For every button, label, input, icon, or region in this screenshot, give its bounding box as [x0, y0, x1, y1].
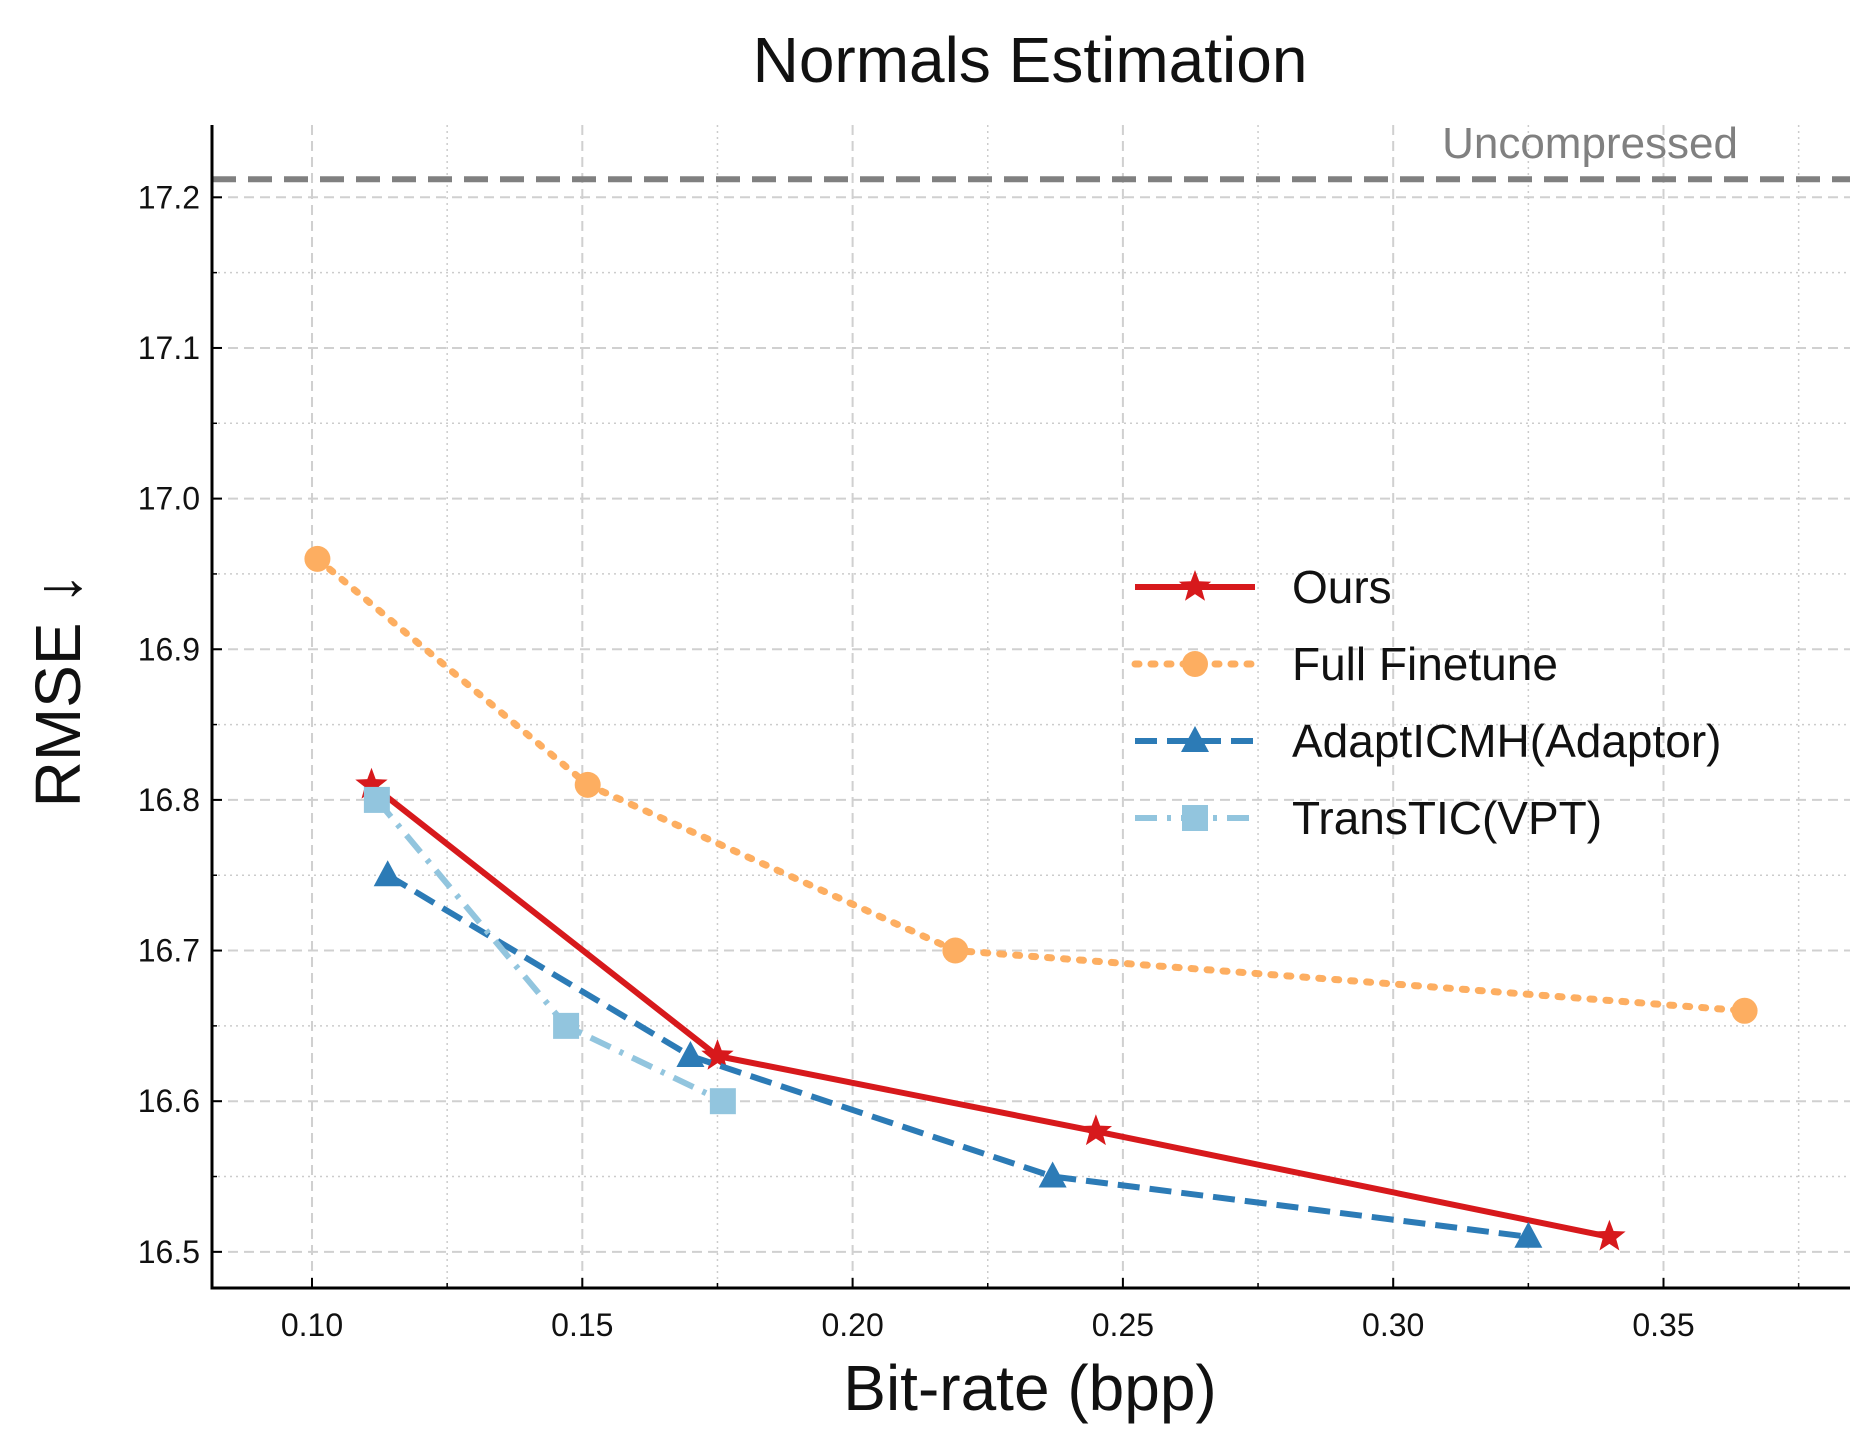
- legend-label: Ours: [1292, 561, 1392, 613]
- legend: Ours Full Finetune AdaptICMH(Adaptor) Trans…: [1131, 561, 1722, 844]
- y-tick-label: 16.5: [138, 1234, 200, 1270]
- x-axis-label: Bit-rate (bpp): [843, 1352, 1216, 1424]
- legend-label: Full Finetune: [1292, 638, 1558, 690]
- data-point: [1593, 1219, 1626, 1251]
- data-point: [1079, 1114, 1112, 1146]
- data-point: [701, 1039, 734, 1070]
- legend-label: AdaptICMH(Adaptor): [1292, 715, 1722, 767]
- x-tick-label: 0.25: [1092, 1307, 1154, 1343]
- y-tick-label: 16.6: [138, 1083, 200, 1119]
- data-point: [553, 1012, 580, 1039]
- series-transtic-vpt: [363, 786, 736, 1115]
- tick-labels: 0.10 0.15 0.20 0.25 0.30 0.35 16.5 16.6 16.7 16.8…: [138, 179, 1695, 1343]
- legend-marker: [1181, 726, 1209, 752]
- y-tick-label: 17.1: [138, 330, 200, 366]
- legend-marker: [1182, 805, 1208, 831]
- series-group: [304, 545, 1758, 1251]
- data-point: [709, 1088, 736, 1115]
- grid: [212, 125, 1850, 1288]
- series-line: [386, 872, 1529, 1240]
- legend-marker: [1182, 651, 1208, 677]
- series-adapticmh-adaptor: [373, 860, 1543, 1248]
- data-point: [574, 771, 601, 798]
- legend-marker: [1178, 570, 1212, 601]
- y-axis-label: RMSE ↓: [22, 573, 94, 808]
- data-point: [304, 545, 331, 572]
- x-tick-label: 0.10: [281, 1307, 343, 1343]
- series-full-finetune: [304, 545, 1758, 1024]
- data-point: [355, 767, 388, 799]
- reference-line-group: Uncompressed: [212, 119, 1850, 183]
- data-point: [1731, 997, 1758, 1024]
- data-point: [942, 937, 969, 964]
- y-tick-label: 17.2: [138, 179, 200, 215]
- series-line: [369, 782, 1611, 1240]
- data-point: [1038, 1161, 1067, 1188]
- legend-entry: Ours: [1135, 561, 1392, 613]
- x-tick-label: 0.20: [821, 1307, 883, 1343]
- series-line: [313, 555, 1749, 1015]
- y-tick-label: 16.9: [138, 631, 200, 667]
- x-tick-label: 0.30: [1362, 1307, 1424, 1343]
- legend-entry: Full Finetune: [1131, 638, 1558, 690]
- y-tick-label: 16.7: [138, 933, 200, 969]
- legend-entry: AdaptICMH(Adaptor): [1135, 715, 1722, 767]
- data-point: [676, 1041, 705, 1068]
- legend-entry: TransTIC(VPT): [1135, 792, 1602, 844]
- y-tick-label: 17.0: [138, 481, 200, 517]
- uncompressed-label: Uncompressed: [1442, 119, 1738, 168]
- x-tick-label: 0.35: [1632, 1307, 1694, 1343]
- series-ours: [355, 767, 1626, 1251]
- y-tick-label: 16.8: [138, 782, 200, 818]
- x-tick-label: 0.15: [551, 1307, 613, 1343]
- data-point: [373, 860, 402, 887]
- chart-title: Normals Estimation: [753, 24, 1308, 96]
- legend-label: TransTIC(VPT): [1292, 792, 1602, 844]
- data-point: [363, 786, 390, 813]
- data-point: [1514, 1221, 1543, 1248]
- axes: [210, 125, 1850, 1290]
